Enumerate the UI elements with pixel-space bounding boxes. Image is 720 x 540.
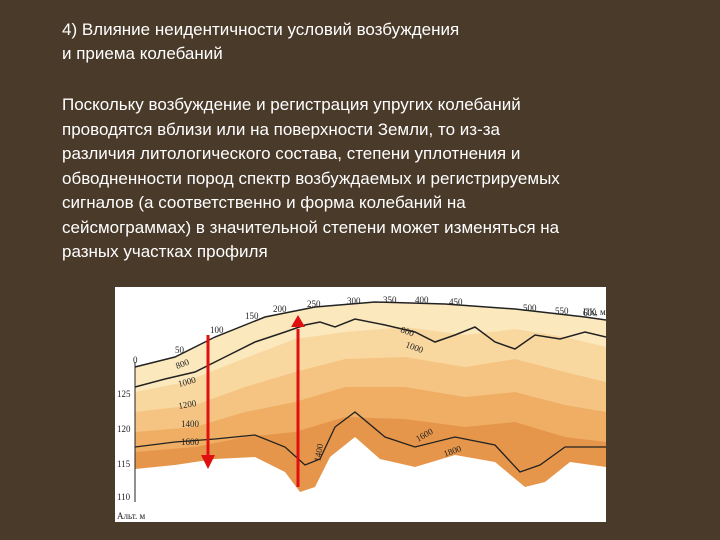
- body-text: сигналов (а соответственно и форма колеб…: [62, 193, 466, 212]
- arrow-head: [201, 455, 215, 469]
- profile-figure: 0 50 100 150 200 250 300 350 400 450 500 550 600ПК, …: [115, 287, 606, 522]
- slide-title: и приема колебаний: [62, 44, 223, 63]
- pk-label: 250: [307, 299, 321, 309]
- altitude-label: 120: [117, 424, 131, 434]
- body-text: Поскольку возбуждение и регистрация упру…: [62, 95, 521, 114]
- horizon: [134, 411, 606, 473]
- contour-label: 1200: [178, 398, 198, 411]
- contour-label: 1400: [312, 442, 325, 462]
- altitude-label: Альт. м: [117, 511, 146, 521]
- altitude-label: 115: [117, 459, 131, 469]
- pk-label: 100: [210, 325, 224, 335]
- pk-label: 400: [415, 295, 429, 305]
- body-text: проводятся вблизи или на поверхности Зем…: [62, 119, 500, 139]
- pk-label: 350: [383, 295, 397, 305]
- bedrock: [135, 437, 606, 522]
- pk-label: ПК, м: [583, 307, 606, 317]
- contour-label: 800: [399, 324, 416, 338]
- contour-label: 1400: [181, 419, 200, 429]
- pk-label: 0: [133, 355, 138, 365]
- contour-label: 1000: [177, 374, 197, 388]
- contour-label: 1600: [181, 437, 200, 447]
- altitude-label: 125: [117, 389, 131, 399]
- slide-title: 4) Влияние неидентичности условий возбуж…: [62, 20, 460, 39]
- body-text: разных участках профиля: [62, 242, 268, 261]
- arrow-head: [291, 315, 305, 327]
- pk-label: 150: [245, 311, 259, 321]
- body-text: сейсмограммах) в значительной степени мо…: [62, 217, 560, 237]
- pk-label: 500: [523, 303, 537, 313]
- horizon: [134, 318, 606, 388]
- pk-label: 450: [449, 297, 463, 307]
- altitude-label: 110: [117, 492, 131, 502]
- contour-label: 800: [174, 357, 191, 371]
- pk-label: 50: [175, 345, 185, 355]
- pk-label: 200: [273, 304, 287, 314]
- pk-label: 550: [555, 306, 569, 316]
- surface: [134, 301, 606, 368]
- body-text: обводненности пород спектр возбуждаемых …: [62, 168, 560, 188]
- body-text: различия литологического состава, степен…: [62, 144, 521, 163]
- pk-label: 600: [583, 308, 597, 318]
- pk-label: 300: [347, 296, 361, 306]
